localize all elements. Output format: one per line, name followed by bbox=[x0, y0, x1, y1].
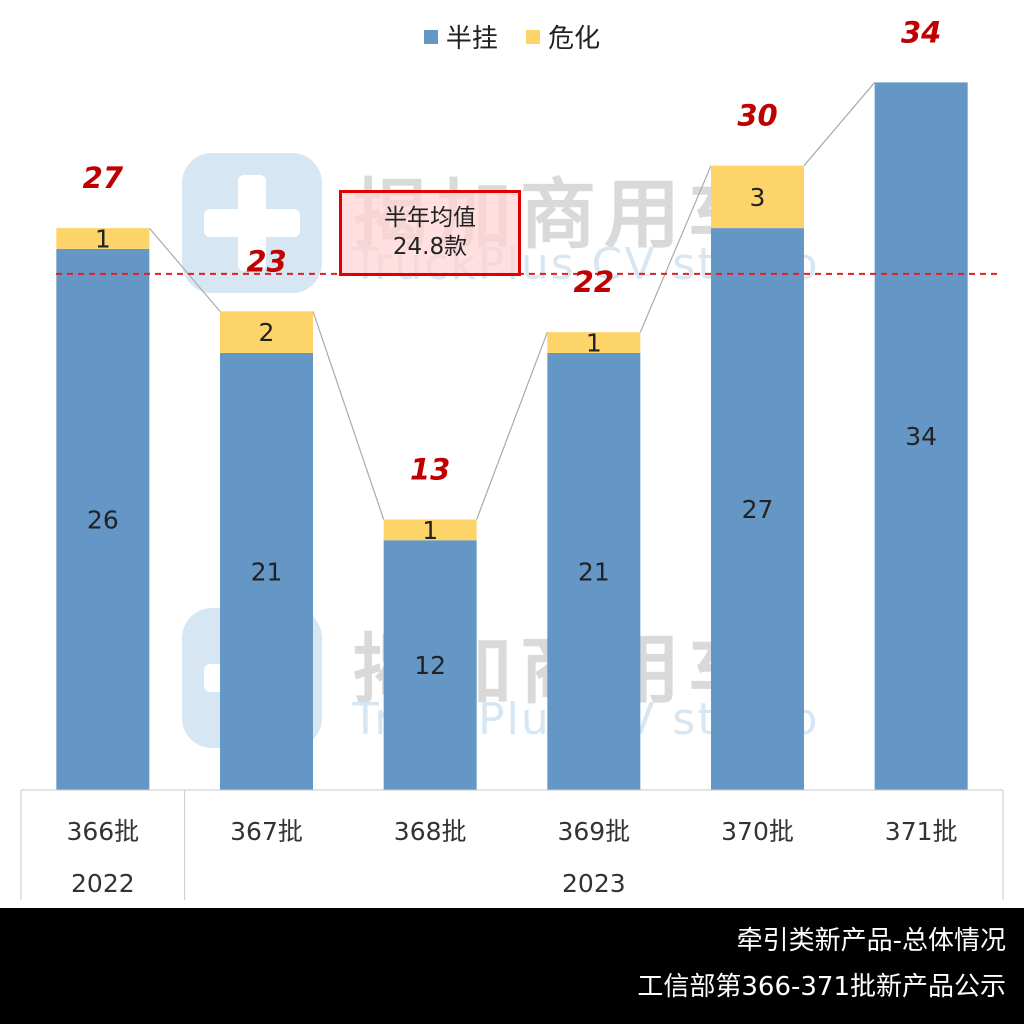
data-label-banggua: 21 bbox=[251, 557, 283, 586]
data-label-weihua: 1 bbox=[586, 329, 602, 358]
average-callout-title: 半年均值 bbox=[384, 205, 476, 232]
data-label-banggua: 12 bbox=[414, 651, 446, 680]
legend-item-weihua: 危化 bbox=[526, 18, 600, 55]
total-label: 22 bbox=[574, 265, 614, 299]
total-label: 23 bbox=[246, 244, 286, 278]
x-tick-label: 367批 bbox=[230, 817, 303, 846]
data-label-weihua: 1 bbox=[422, 516, 438, 545]
total-connector-line bbox=[803, 82, 876, 167]
legend-swatch-banggua bbox=[423, 29, 438, 44]
bar-weihua bbox=[220, 311, 313, 353]
bar-banggua bbox=[547, 352, 641, 790]
bar-weihua bbox=[547, 332, 641, 353]
data-label-weihua: 2 bbox=[259, 318, 275, 347]
data-label-banggua: 27 bbox=[742, 495, 774, 524]
bar-banggua bbox=[874, 82, 968, 790]
total-label: 13 bbox=[410, 452, 450, 486]
footer-bar: 牵引类新产品-总体情况 工信部第366-371批新产品公示 bbox=[0, 908, 1024, 1024]
chart-legend: 半挂 危化 bbox=[0, 18, 1024, 55]
data-label-banggua: 21 bbox=[578, 557, 610, 586]
total-connector-line bbox=[312, 311, 385, 520]
x-group-label: 2022 bbox=[71, 869, 135, 898]
data-label-weihua: 1 bbox=[95, 225, 111, 254]
bar-banggua bbox=[383, 540, 477, 790]
x-tick-label: 371批 bbox=[885, 817, 958, 846]
legend-item-banggua: 半挂 bbox=[423, 18, 498, 55]
bar-banggua bbox=[711, 228, 804, 791]
data-label-weihua: 3 bbox=[750, 183, 766, 212]
bar-weihua bbox=[383, 519, 477, 541]
total-label: 30 bbox=[737, 99, 777, 133]
x-tick-label: 368批 bbox=[394, 817, 467, 846]
footer-title: 牵引类新产品-总体情况 bbox=[736, 926, 1006, 956]
average-callout: 半年均值 24.8款 bbox=[339, 190, 521, 276]
data-label-banggua: 34 bbox=[905, 422, 937, 451]
bar-weihua bbox=[711, 165, 804, 229]
footer-subtitle: 工信部第366-371批新产品公示 bbox=[637, 972, 1006, 1002]
x-group-label: 2023 bbox=[562, 869, 626, 898]
total-label: 27 bbox=[83, 161, 124, 195]
data-label-banggua: 26 bbox=[87, 505, 119, 534]
x-tick-label: 369批 bbox=[557, 817, 630, 846]
average-callout-value: 24.8款 bbox=[392, 234, 468, 260]
total-connector-line bbox=[148, 227, 221, 312]
bar-weihua bbox=[56, 228, 150, 249]
bar-banggua bbox=[56, 248, 150, 790]
legend-label-banggua: 半挂 bbox=[445, 24, 498, 54]
total-connector-line bbox=[476, 331, 548, 520]
x-tick-label: 366批 bbox=[66, 817, 139, 846]
chart-area: 揭加商用车 TruckPlus CV studio 揭加商用车 TruckPlu… bbox=[0, 15, 1024, 900]
total-label: 34 bbox=[901, 15, 941, 49]
total-connector-line bbox=[639, 165, 712, 333]
legend-swatch-weihua bbox=[526, 29, 541, 44]
legend-label-weihua: 危化 bbox=[548, 24, 601, 54]
x-tick-label: 370批 bbox=[721, 817, 794, 846]
bar-banggua bbox=[220, 352, 313, 790]
